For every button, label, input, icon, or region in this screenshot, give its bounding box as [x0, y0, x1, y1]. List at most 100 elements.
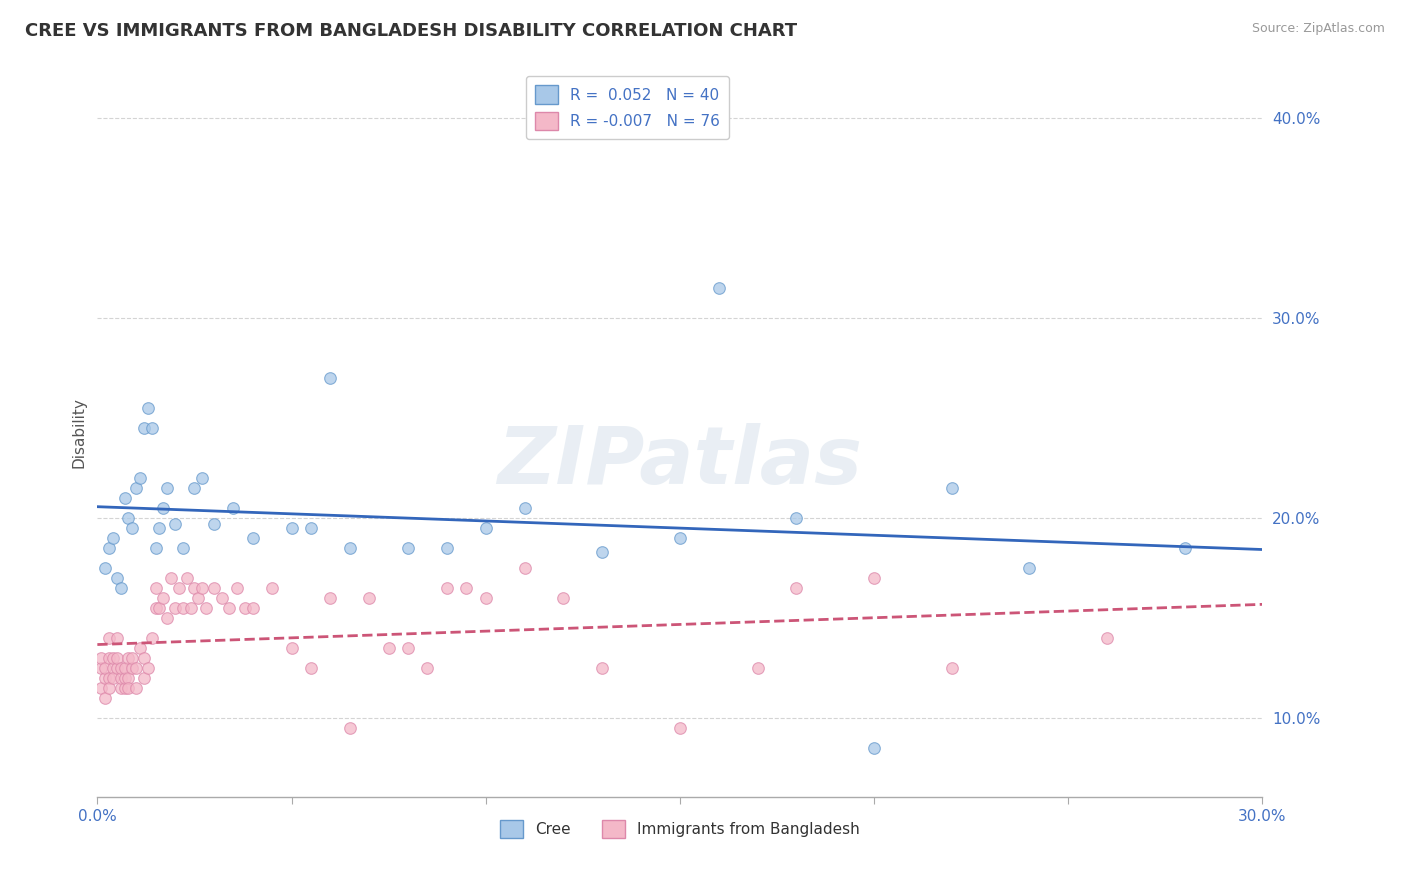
Point [233, 600, 256, 615]
Point [456, 581, 478, 595]
Point [513, 561, 536, 575]
Point [416, 660, 439, 674]
Point [148, 521, 170, 535]
Point [98, 681, 121, 695]
Point [863, 571, 886, 585]
Point [114, 660, 136, 674]
Point [94, 690, 117, 705]
Point [94, 671, 117, 685]
Point [117, 511, 139, 525]
Point [121, 650, 143, 665]
Point [114, 491, 136, 505]
Point [202, 581, 225, 595]
Point [1095, 631, 1118, 645]
Point [152, 591, 174, 605]
Point [114, 671, 136, 685]
Point [747, 660, 769, 674]
Point [180, 600, 202, 615]
Point [121, 660, 143, 674]
Point [105, 650, 128, 665]
Point [105, 571, 128, 585]
Point [105, 631, 128, 645]
Point [436, 581, 458, 595]
Point [280, 640, 302, 655]
Point [101, 531, 124, 545]
Point [863, 740, 886, 755]
Point [183, 481, 205, 495]
Point [591, 545, 613, 559]
Point [148, 600, 170, 615]
Point [141, 631, 163, 645]
Point [226, 581, 249, 595]
Point [436, 541, 458, 555]
Point [132, 650, 155, 665]
Point [396, 640, 419, 655]
Point [141, 421, 163, 435]
Point [145, 581, 167, 595]
Point [167, 581, 190, 595]
Point [152, 500, 174, 515]
Point [191, 471, 214, 485]
Point [117, 681, 139, 695]
Point [669, 721, 692, 735]
Point [110, 681, 132, 695]
Point [785, 511, 807, 525]
Point [262, 581, 284, 595]
Point [319, 591, 342, 605]
Point [377, 640, 399, 655]
Point [129, 471, 152, 485]
Point [90, 660, 112, 674]
Point [160, 571, 183, 585]
Point [359, 591, 381, 605]
Point [218, 600, 240, 615]
Point [474, 521, 496, 535]
Point [785, 581, 807, 595]
Point [202, 516, 225, 531]
Point [114, 681, 136, 695]
Point [121, 521, 143, 535]
Point [132, 671, 155, 685]
Point [176, 571, 198, 585]
Point [1174, 541, 1197, 555]
Point [94, 561, 117, 575]
Point [513, 500, 536, 515]
Point [117, 671, 139, 685]
Point [299, 521, 322, 535]
Point [707, 281, 730, 295]
Point [145, 541, 167, 555]
Point [163, 516, 186, 531]
Point [156, 481, 179, 495]
Point [132, 421, 155, 435]
Point [1018, 561, 1040, 575]
Point [90, 650, 112, 665]
Point [129, 640, 152, 655]
Point [110, 671, 132, 685]
Point [591, 660, 613, 674]
Point [319, 371, 342, 385]
Text: ZIPatlas: ZIPatlas [498, 423, 862, 501]
Point [172, 541, 194, 555]
Point [98, 541, 121, 555]
Point [396, 541, 419, 555]
Point [242, 600, 264, 615]
Point [280, 521, 302, 535]
Point [941, 660, 963, 674]
Point [117, 650, 139, 665]
Point [339, 721, 361, 735]
Point [90, 681, 112, 695]
Point [183, 581, 205, 595]
Point [105, 660, 128, 674]
Point [101, 650, 124, 665]
Text: CREE VS IMMIGRANTS FROM BANGLADESH DISABILITY CORRELATION CHART: CREE VS IMMIGRANTS FROM BANGLADESH DISAB… [25, 22, 797, 40]
Point [110, 581, 132, 595]
Point [299, 660, 322, 674]
Point [941, 481, 963, 495]
Point [474, 591, 496, 605]
Point [553, 591, 575, 605]
Point [172, 600, 194, 615]
Point [94, 660, 117, 674]
Text: Source: ZipAtlas.com: Source: ZipAtlas.com [1251, 22, 1385, 36]
Y-axis label: Disability: Disability [72, 398, 86, 468]
Point [195, 600, 218, 615]
Point [187, 591, 209, 605]
